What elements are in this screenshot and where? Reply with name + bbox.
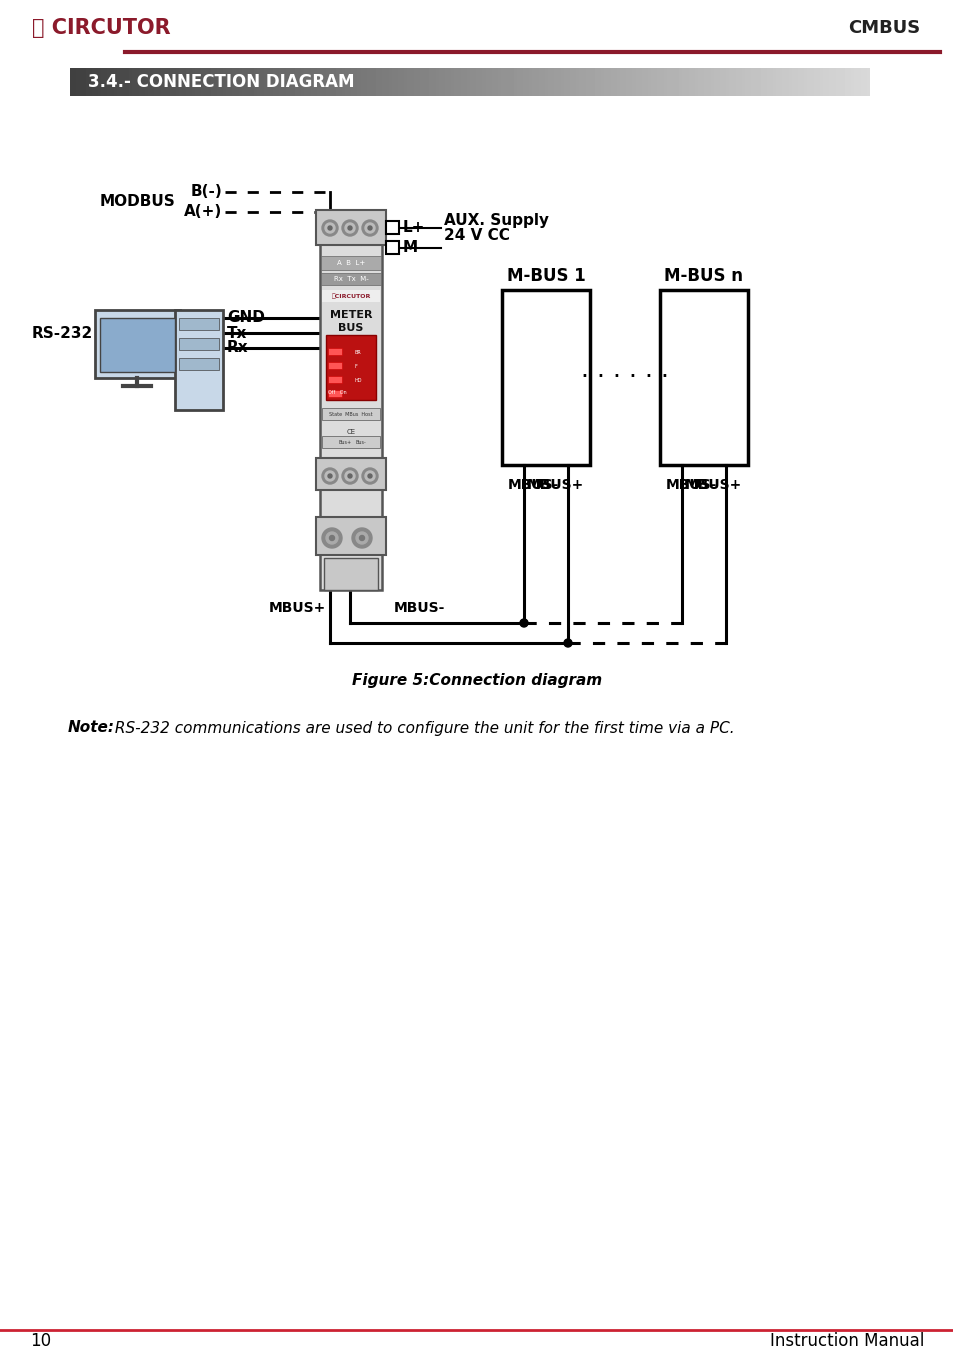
Circle shape — [341, 468, 357, 485]
Bar — [320, 273, 380, 285]
Text: Bus-: Bus- — [355, 440, 366, 444]
Circle shape — [345, 223, 355, 234]
Circle shape — [322, 468, 337, 485]
Bar — [322, 290, 379, 302]
Bar — [328, 377, 341, 383]
Bar — [315, 517, 386, 555]
Circle shape — [519, 620, 527, 626]
Text: MBUS+: MBUS+ — [269, 601, 326, 616]
Bar — [179, 358, 219, 370]
Text: RS-232 communications are used to configure the unit for the first time via a PC: RS-232 communications are used to config… — [110, 721, 734, 736]
Bar — [179, 338, 219, 350]
Circle shape — [328, 474, 332, 478]
Text: Off   On: Off On — [328, 390, 346, 396]
Text: BR: BR — [355, 350, 361, 355]
Text: MBUS+: MBUS+ — [526, 478, 583, 491]
Bar — [322, 408, 379, 420]
Text: HD: HD — [355, 378, 362, 382]
Text: 24 V CC: 24 V CC — [443, 228, 509, 243]
Circle shape — [361, 468, 377, 485]
Bar — [320, 256, 380, 270]
Text: MBUS-: MBUS- — [507, 478, 558, 491]
Bar — [659, 290, 747, 464]
Text: CMBUS: CMBUS — [847, 19, 919, 36]
Bar — [328, 390, 341, 397]
Bar — [100, 319, 174, 373]
Bar — [179, 319, 219, 329]
Bar — [328, 348, 341, 355]
Bar — [174, 310, 223, 410]
Bar — [326, 335, 375, 400]
Text: AUX. Supply: AUX. Supply — [443, 212, 548, 228]
Bar — [95, 310, 180, 378]
Circle shape — [361, 220, 377, 236]
Circle shape — [365, 223, 375, 234]
Text: MODBUS: MODBUS — [99, 194, 174, 209]
Text: F: F — [355, 363, 357, 369]
Circle shape — [355, 532, 368, 544]
Circle shape — [368, 474, 372, 478]
Circle shape — [368, 225, 372, 230]
Text: Instruction Manual: Instruction Manual — [769, 1332, 923, 1350]
Circle shape — [345, 471, 355, 481]
Text: L+: L+ — [402, 220, 425, 235]
Circle shape — [329, 536, 335, 540]
Circle shape — [325, 223, 335, 234]
Circle shape — [352, 528, 372, 548]
Text: M-BUS 1: M-BUS 1 — [506, 267, 585, 285]
Text: BUS: BUS — [338, 323, 363, 333]
Circle shape — [341, 220, 357, 236]
Text: Figure 5:Connection diagram: Figure 5:Connection diagram — [352, 672, 601, 687]
Circle shape — [365, 471, 375, 481]
Bar — [324, 558, 377, 590]
Circle shape — [348, 474, 352, 478]
Text: 10: 10 — [30, 1332, 51, 1350]
Bar — [315, 458, 386, 490]
Text: A  B  L+: A B L+ — [336, 261, 365, 266]
Text: M-: M- — [402, 240, 424, 255]
Bar — [386, 221, 398, 234]
Text: CE: CE — [346, 429, 355, 435]
Text: Ⓒ CIRCUTOR: Ⓒ CIRCUTOR — [32, 18, 171, 38]
Text: MBUS+: MBUS+ — [684, 478, 741, 491]
Text: GND: GND — [227, 310, 265, 325]
Circle shape — [359, 536, 364, 540]
Text: M-BUS n: M-BUS n — [664, 267, 742, 285]
Bar — [328, 362, 341, 369]
Bar — [386, 242, 398, 254]
Text: Note:: Note: — [68, 721, 115, 736]
Text: Rx  Tx  M-: Rx Tx M- — [334, 275, 368, 282]
Circle shape — [325, 471, 335, 481]
Text: A(+): A(+) — [184, 204, 222, 220]
Text: State  MBus  Host: State MBus Host — [329, 412, 373, 417]
Text: RS-232: RS-232 — [31, 325, 92, 340]
Text: B(-): B(-) — [190, 185, 222, 200]
Text: 3.4.- CONNECTION DIAGRAM: 3.4.- CONNECTION DIAGRAM — [88, 73, 355, 90]
Text: Rx: Rx — [227, 340, 249, 355]
Bar — [322, 436, 379, 448]
Text: ⒸCIRCUTOR: ⒸCIRCUTOR — [331, 293, 371, 298]
Circle shape — [322, 220, 337, 236]
Circle shape — [322, 528, 341, 548]
Text: Bus+: Bus+ — [338, 440, 352, 444]
Text: · · · · · ·: · · · · · · — [580, 366, 668, 390]
Text: Tx: Tx — [227, 325, 247, 340]
Bar — [501, 290, 589, 464]
Text: MBUS-: MBUS- — [394, 601, 445, 616]
Text: METER: METER — [330, 310, 372, 320]
Circle shape — [326, 532, 337, 544]
Bar — [315, 211, 386, 244]
Bar — [319, 211, 381, 590]
Circle shape — [328, 225, 332, 230]
Circle shape — [563, 639, 572, 647]
Circle shape — [348, 225, 352, 230]
Text: MBUS-: MBUS- — [665, 478, 717, 491]
